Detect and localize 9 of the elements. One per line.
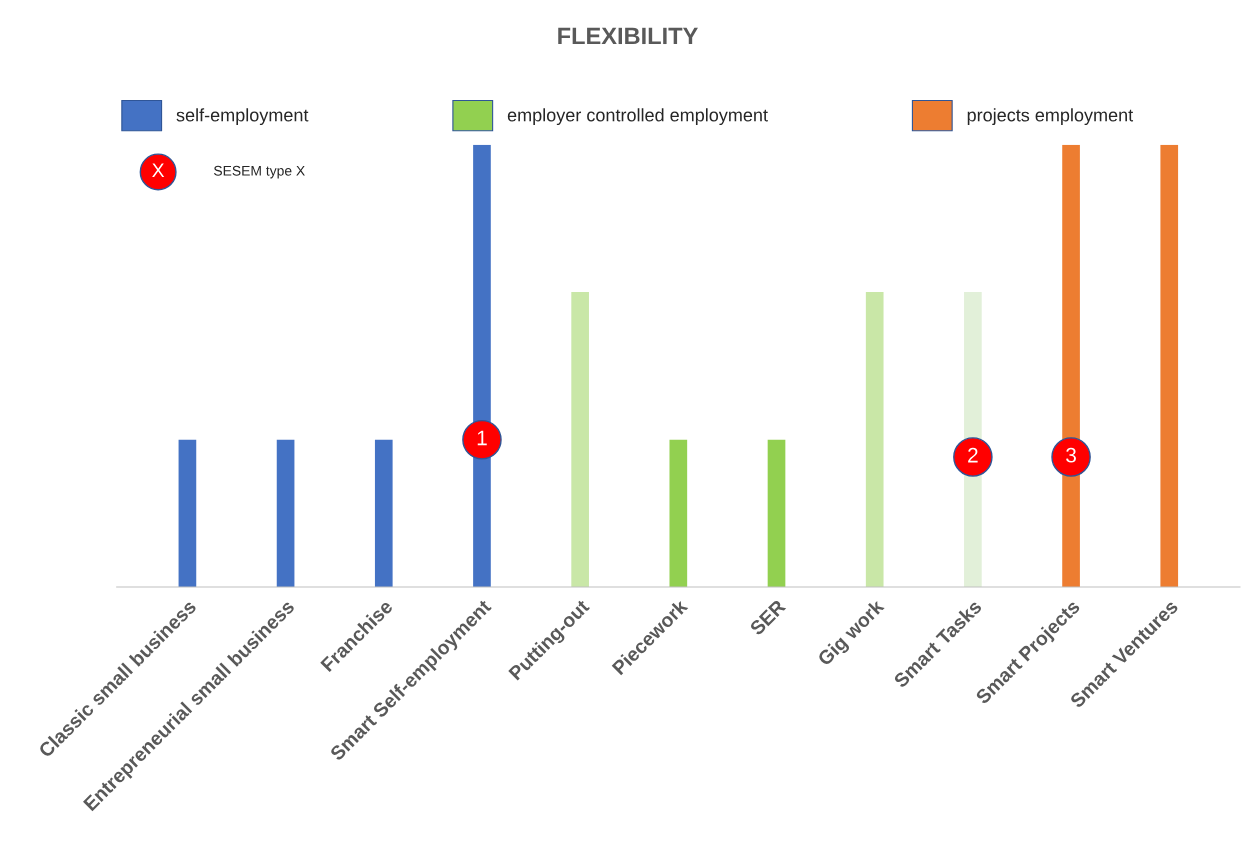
annotation: 1 [477, 430, 487, 446]
chart-title: FLEXIBILITY [558, 27, 698, 45]
legend-label: employer controlled employment [507, 108, 768, 126]
legend-label: self-employment [176, 108, 309, 126]
annotation: SESEM type X [213, 165, 305, 179]
legend-label: projects employment [967, 108, 1134, 126]
annotation: 3 [1066, 447, 1076, 463]
annotation: 2 [968, 447, 978, 463]
annotation: X [152, 163, 165, 177]
